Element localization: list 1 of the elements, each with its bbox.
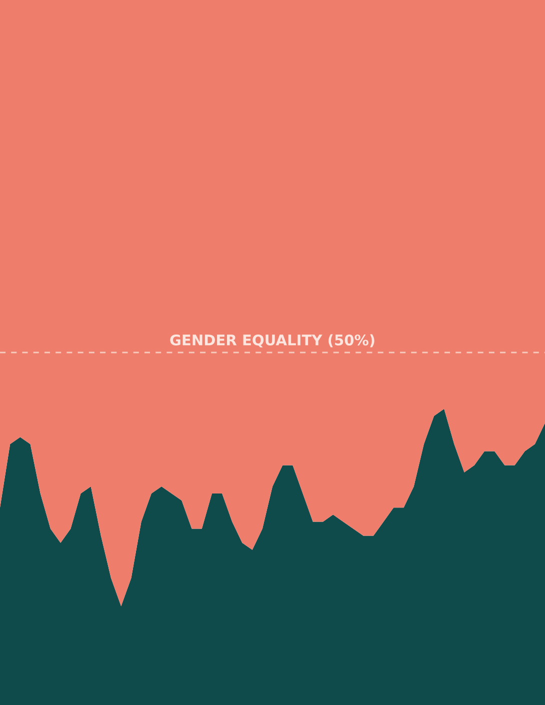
ref-line-label: GENDER EQUALITY (50%) [170,334,374,348]
